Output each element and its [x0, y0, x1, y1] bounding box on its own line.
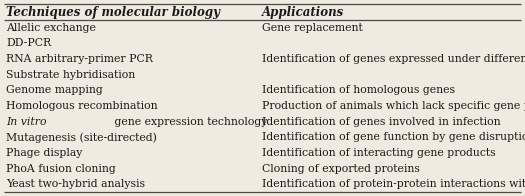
Text: gene expression technology: gene expression technology	[111, 117, 267, 127]
Text: RNA arbitrary-primer PCR: RNA arbitrary-primer PCR	[6, 54, 153, 64]
Text: Identification of genes involved in infection: Identification of genes involved in infe…	[262, 117, 500, 127]
Text: Homologous recombination: Homologous recombination	[6, 101, 158, 111]
Text: Identification of protein-protein interactions within cells: Identification of protein-protein intera…	[262, 179, 525, 189]
Text: Gene replacement: Gene replacement	[262, 23, 363, 33]
Text: Yeast two-hybrid analysis: Yeast two-hybrid analysis	[6, 179, 145, 189]
Text: Production of animals which lack specific gene products: Production of animals which lack specifi…	[262, 101, 525, 111]
Text: Genome mapping: Genome mapping	[6, 85, 103, 95]
Text: Substrate hybridisation: Substrate hybridisation	[6, 70, 135, 80]
Text: Mutagenesis (site-directed): Mutagenesis (site-directed)	[6, 132, 157, 142]
Text: Cloning of exported proteins: Cloning of exported proteins	[262, 163, 420, 173]
Text: PhoA fusion cloning: PhoA fusion cloning	[6, 163, 116, 173]
Text: Phage display: Phage display	[6, 148, 82, 158]
Text: Identification of homologous genes: Identification of homologous genes	[262, 85, 455, 95]
Text: Identification of genes expressed under different conditions: Identification of genes expressed under …	[262, 54, 525, 64]
Text: Allelic exchange: Allelic exchange	[6, 23, 96, 33]
Text: Identification of gene function by gene disruption: Identification of gene function by gene …	[262, 132, 525, 142]
Text: Techniques of molecular biology: Techniques of molecular biology	[6, 5, 220, 18]
Text: Identification of interacting gene products: Identification of interacting gene produ…	[262, 148, 496, 158]
Text: Applications: Applications	[262, 5, 344, 18]
Text: In vitro: In vitro	[6, 117, 47, 127]
Text: DD-PCR: DD-PCR	[6, 38, 51, 48]
